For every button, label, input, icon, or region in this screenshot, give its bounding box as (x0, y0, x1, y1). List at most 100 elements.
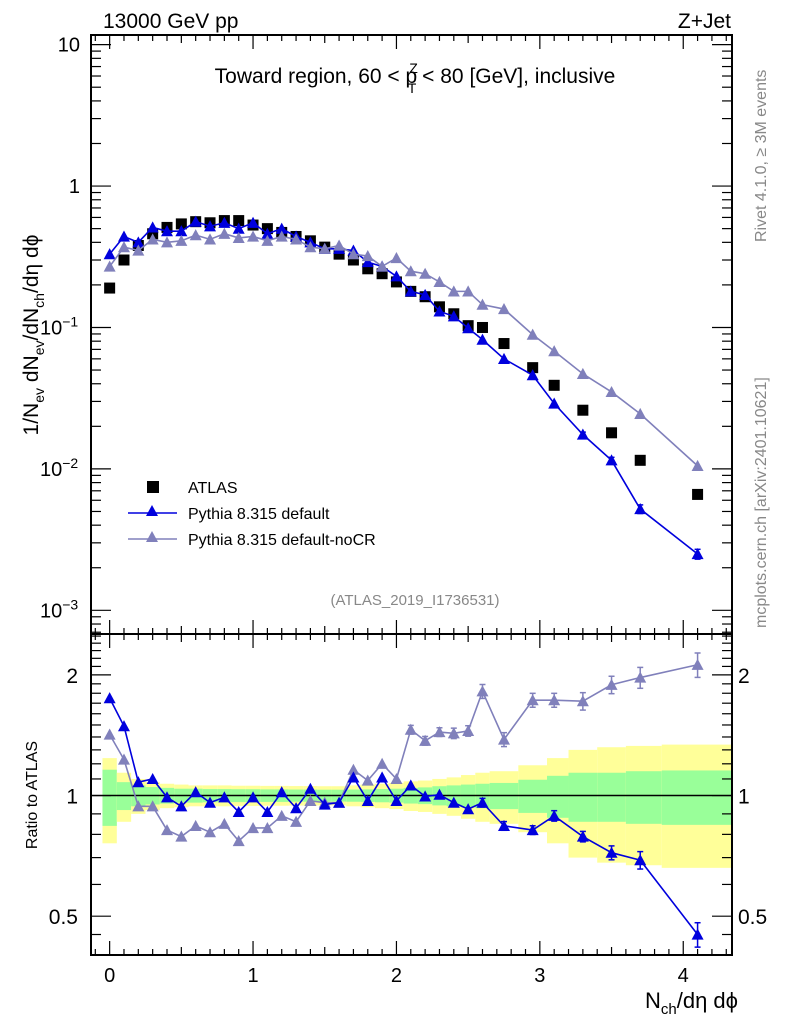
point-default (247, 216, 260, 228)
ratio-point-default (175, 800, 188, 812)
point-nocr (390, 251, 403, 264)
ratio-point-default (261, 805, 274, 818)
ratio-y-tick-label: 2 (66, 665, 78, 688)
point-default (261, 227, 274, 239)
point-atlas (390, 276, 402, 288)
ratio-point-nocr (526, 694, 539, 706)
ratio-point-default (447, 796, 460, 808)
x-tick-label: 1 (247, 965, 258, 987)
ratio-point-nocr (146, 800, 159, 812)
x-tick-label: 3 (534, 965, 545, 987)
point-default (103, 248, 116, 260)
ratio-point-nocr (204, 826, 217, 838)
ratio-point-default (419, 790, 432, 802)
ratio-point-default (189, 786, 202, 798)
point-nocr (318, 242, 331, 254)
point-default (218, 216, 231, 228)
ratio-point-nocr (404, 723, 417, 735)
ratio-point-nocr (691, 658, 704, 670)
ratio-point-default (691, 928, 704, 940)
ratio-point-default (548, 809, 561, 821)
point-nocr (204, 233, 217, 245)
point-default (361, 256, 374, 268)
ratio-point-default (376, 771, 389, 783)
ratio-line-default (108, 697, 699, 935)
line-nocr (108, 232, 699, 467)
point-default (419, 288, 432, 300)
ratio-point-nocr (476, 685, 489, 697)
ratio-y-tick-label: 1 (66, 786, 78, 809)
ratio-point-default (390, 794, 403, 806)
point-default (132, 236, 145, 248)
ratio-point-default (404, 779, 417, 791)
ratio-point-default (204, 796, 217, 808)
point-nocr (232, 231, 245, 243)
point-atlas (606, 427, 618, 439)
point-nocr (576, 367, 589, 379)
point-atlas (175, 218, 187, 230)
point-nocr (548, 345, 561, 357)
line-default (109, 220, 699, 555)
ratio-point-default (347, 771, 360, 783)
ratio-point-default (361, 794, 374, 806)
ratio-point-default (476, 796, 489, 808)
ratio-point-nocr (419, 734, 432, 746)
legend: ATLAS Pythia 8.315 default Pythia 8.315 … (128, 480, 376, 549)
ratio-point-default (275, 786, 288, 798)
point-atlas (634, 454, 646, 466)
ratio-point-nocr (189, 819, 202, 831)
point-nocr (476, 298, 489, 310)
ratio-point-nocr (232, 835, 245, 847)
ratio-point-default (634, 854, 647, 866)
main-series (103, 215, 704, 560)
ratio-point-nocr (497, 733, 510, 745)
point-atlas (233, 215, 245, 227)
ratio-y-tick-label-right: 0.5 (738, 906, 767, 929)
legend-label-atlas: ATLAS (188, 480, 238, 497)
band-inner (597, 772, 626, 822)
band-inner (518, 779, 548, 813)
ratio-point-nocr (247, 821, 260, 834)
ratio-frame (90, 633, 733, 956)
point-default (497, 352, 510, 364)
main-ylabel: 1/Nev dNev/dNch/dη dϕ (20, 235, 47, 436)
rivet-label: Rivet 4.1.0, ≥ 3M events (753, 70, 770, 242)
band-inner (568, 772, 598, 822)
point-nocr (304, 241, 317, 253)
ratio-point-default (161, 791, 174, 803)
ratio-point-default (247, 791, 260, 803)
point-nocr (247, 230, 260, 242)
ratio-point-default (132, 776, 145, 788)
ratio-point-nocr (175, 830, 188, 842)
ratio-point-nocr (290, 815, 303, 827)
point-nocr (261, 234, 274, 246)
axes: 0 1 2 3 4 10 1 10−1 10−2 10−3 2 2 1 1 0.5 0.5 (40, 34, 767, 987)
ratio-point-nocr (347, 763, 360, 775)
point-nocr (404, 265, 417, 277)
ratio-point-default (526, 824, 539, 836)
ratio-ylabel: Ratio to ATLAS (24, 741, 41, 849)
point-atlas (118, 254, 130, 266)
title-suffix: < 80 [GeV], inclusive (416, 65, 615, 88)
point-nocr (333, 239, 346, 251)
point-default (204, 220, 217, 232)
point-default (433, 305, 446, 317)
ratio-y-tick-label-right: 1 (738, 786, 750, 809)
point-nocr (497, 303, 510, 315)
point-default (462, 322, 475, 334)
ratio-series-clipped (103, 652, 704, 948)
point-nocr (175, 234, 188, 246)
point-nocr (290, 233, 303, 245)
band-inner (547, 775, 569, 818)
title-prefix: Toward region, 60 < p (215, 65, 418, 88)
point-nocr (605, 385, 618, 398)
point-nocr (447, 285, 460, 297)
point-nocr (146, 233, 159, 245)
point-atlas (333, 248, 345, 260)
point-atlas (692, 488, 704, 500)
ratio-point-nocr (634, 671, 647, 683)
ratio-point-default (605, 846, 618, 858)
point-nocr (161, 236, 174, 248)
ratio-point-nocr (117, 753, 130, 765)
